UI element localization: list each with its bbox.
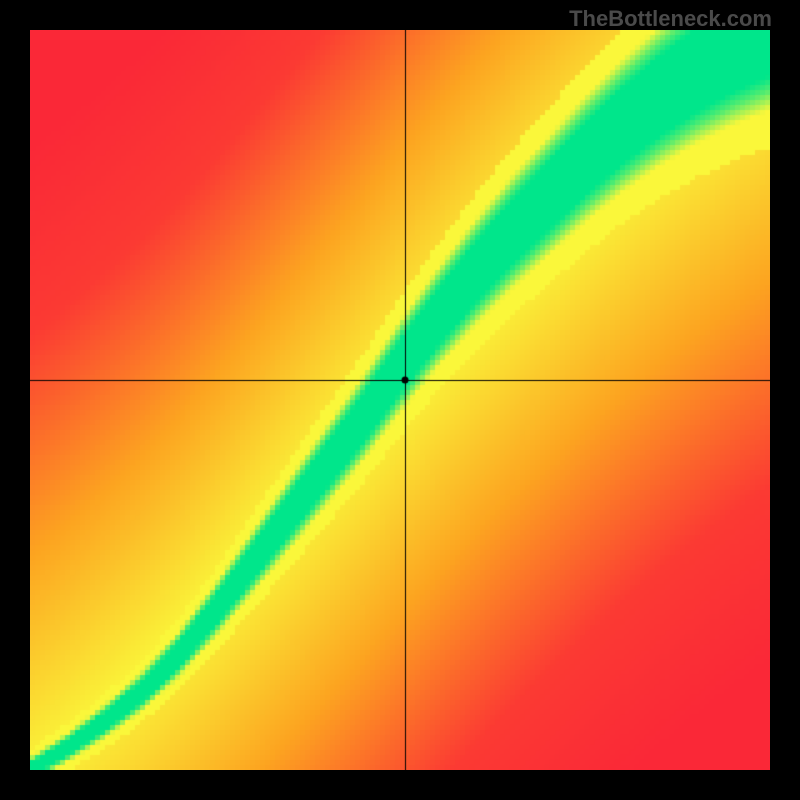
bottleneck-heatmap	[30, 30, 770, 770]
heatmap-canvas	[30, 30, 770, 770]
watermark-text: TheBottleneck.com	[569, 6, 772, 32]
